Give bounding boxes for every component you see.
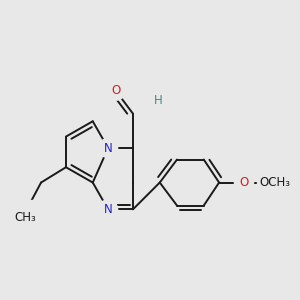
Text: O: O [111,84,120,97]
Circle shape [146,93,162,108]
Circle shape [98,139,118,158]
Text: O: O [239,176,249,189]
Text: CH₃: CH₃ [15,211,37,224]
Bar [24,200,52,223]
Circle shape [234,173,254,192]
Text: N: N [104,142,112,154]
Text: N: N [104,203,112,216]
Text: OCH₃: OCH₃ [259,176,290,189]
Circle shape [98,200,118,219]
Circle shape [106,81,125,100]
Bar [257,169,286,196]
Text: H: H [154,94,163,107]
